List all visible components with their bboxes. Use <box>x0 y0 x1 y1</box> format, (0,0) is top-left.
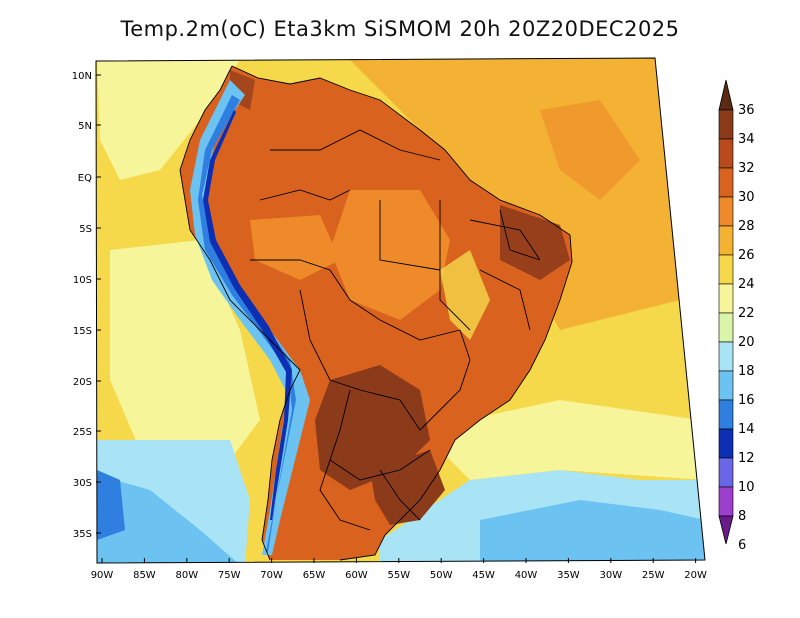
colorbar-label: 28 <box>738 219 755 234</box>
colorbar-segment <box>718 225 734 256</box>
colorbar-segment <box>718 196 734 227</box>
land-hot-chaco <box>315 365 430 490</box>
lat-tick-label: 25S <box>73 427 92 438</box>
colorbar-label: 14 <box>738 422 755 437</box>
colorbar-label: 16 <box>738 393 755 408</box>
lon-tick-label: 30W <box>599 570 622 581</box>
colorbar-label: 10 <box>738 480 755 495</box>
lon-tick-label: 50W <box>430 570 453 581</box>
colorbar-segment <box>718 341 734 372</box>
lat-tick-label: EQ <box>78 173 92 184</box>
colorbar-label: 24 <box>738 277 755 292</box>
colorbar-segment <box>718 457 734 488</box>
colorbar-segment <box>718 254 734 285</box>
ocean-warm-patch <box>540 100 640 200</box>
map-title: Temp.2m(oC) Eta3km SiSMOM 20h 20Z20DEC20… <box>120 17 680 41</box>
colorbar-segment <box>718 486 734 517</box>
lon-tick-label: 55W <box>387 570 410 581</box>
lat-tick-label: 10N <box>72 71 92 82</box>
lat-tick-label: 10S <box>73 275 92 286</box>
colorbar-label: 6 <box>738 538 746 553</box>
colorbar-label: 22 <box>738 306 755 321</box>
lon-tick-label: 90W <box>91 570 114 581</box>
colorbar: 36 34 32 30 28 26 24 22 20 18 16 14 12 10 8 6 <box>718 79 755 553</box>
colorbar-label: 26 <box>738 248 755 263</box>
colorbar-bottom-arrow <box>718 515 734 545</box>
colorbar-top-arrow <box>718 79 734 111</box>
lat-tick-label: 5S <box>79 224 92 235</box>
lon-tick-label: 35W <box>557 570 580 581</box>
lon-tick-label: 80W <box>175 570 198 581</box>
land-hot-south <box>370 450 445 525</box>
lon-tick-label: 40W <box>515 570 538 581</box>
colorbar-label: 20 <box>738 335 755 350</box>
lon-tick-label: 20W <box>684 570 707 581</box>
colorbar-segment <box>718 138 734 169</box>
colorbar-segment <box>718 283 734 314</box>
lon-tick-label: 70W <box>260 570 283 581</box>
colorbar-label: 32 <box>738 161 755 176</box>
colorbar-label: 34 <box>738 132 755 147</box>
lat-tick-label: 15S <box>73 326 92 337</box>
land-central-brazil <box>330 190 450 320</box>
lat-tick-label: 20S <box>73 377 92 388</box>
ocean-coldest-pacific <box>97 470 125 540</box>
lon-tick-label: 65W <box>303 570 326 581</box>
colorbar-segment <box>718 370 734 401</box>
lat-tick-label: 5N <box>78 121 92 132</box>
ocean-colder-atlantic <box>480 500 705 563</box>
plot-frame <box>95 57 706 564</box>
ocean-mild-pacific-north <box>97 60 240 180</box>
lon-tick-label: 25W <box>642 570 665 581</box>
colorbar-label: 30 <box>738 190 755 205</box>
land-plateau <box>440 250 490 340</box>
lon-tick-label: 45W <box>472 570 495 581</box>
political-borders <box>179 65 573 561</box>
lon-tick-label: 85W <box>133 570 156 581</box>
colorbar-segment <box>718 399 734 430</box>
colorbar-segment <box>718 109 734 140</box>
colorbar-segment <box>718 312 734 343</box>
colorbar-segment <box>718 167 734 198</box>
latitude-axis: 10N 5N EQ 5S 10S 15S 20S 25S 30S 35S <box>72 71 101 540</box>
lat-tick-label: 35S <box>73 529 92 540</box>
lon-tick-label: 60W <box>345 570 368 581</box>
colorbar-segment <box>718 428 734 459</box>
ocean-mild-atlantic <box>420 400 705 480</box>
colorbar-label: 8 <box>738 509 746 524</box>
land-amazon-west <box>250 215 340 280</box>
longitude-axis: 90W 85W 80W 75W 70W 65W 60W 55W 50W 45W 40W 35W 30W 2… <box>91 558 707 581</box>
continent-land <box>180 66 572 560</box>
lat-tick-label: 30S <box>73 478 92 489</box>
lon-tick-label: 75W <box>218 570 241 581</box>
ocean-colder-pacific <box>97 475 240 563</box>
colorbar-label: 18 <box>738 364 755 379</box>
colorbar-label: 36 <box>738 103 755 118</box>
temperature-field <box>96 58 705 563</box>
colorbar-label: 12 <box>738 451 755 466</box>
